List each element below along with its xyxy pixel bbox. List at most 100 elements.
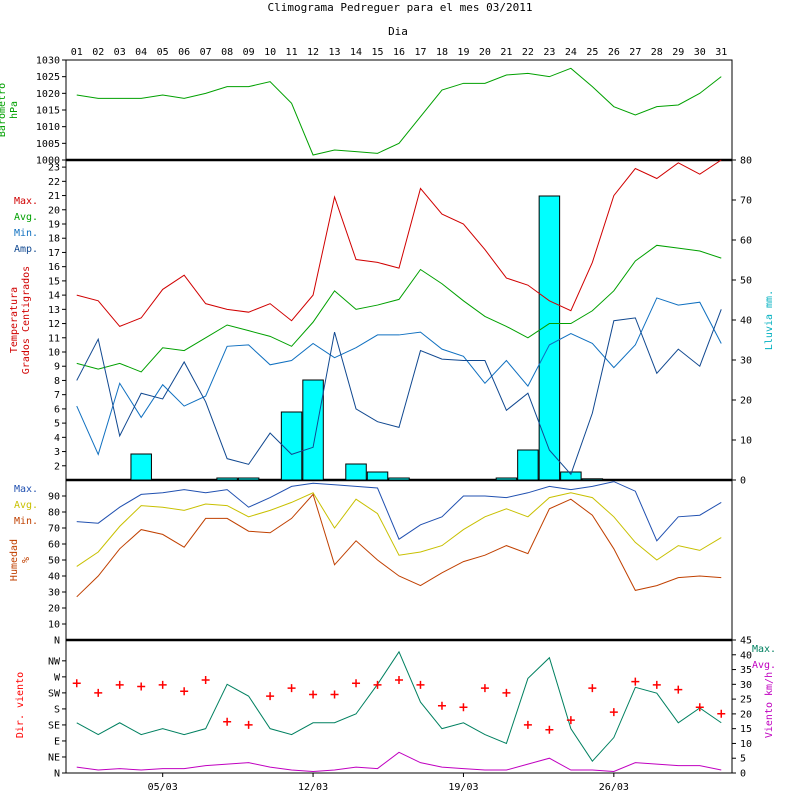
pressure-tick-label: 1005 (36, 139, 60, 150)
humidity-avg-line (76, 492, 722, 567)
day-label: 06 (178, 47, 190, 58)
wind-dir-marker (72, 679, 81, 688)
humidity-tick-label: 20 (48, 604, 60, 615)
day-label: 17 (414, 47, 426, 58)
day-label: 02 (92, 47, 104, 58)
rain-bar (388, 477, 410, 481)
day-label: 26 (608, 47, 620, 58)
day-label: 03 (114, 47, 126, 58)
wind-dir-marker (416, 680, 425, 689)
wind-dir-marker (266, 692, 275, 701)
temp-tick-label: 8 (54, 376, 60, 387)
wind-dir-tick-label: W (54, 672, 61, 683)
wind-dir-tick-label: N (54, 769, 60, 780)
temp-legend-entry: Amp. (14, 244, 38, 255)
wind-dir-tick-label: E (54, 736, 60, 747)
rain-bar (302, 379, 324, 481)
day-label: 04 (135, 47, 147, 58)
temp-tick-label: 11 (48, 333, 60, 344)
wind-dir-marker (137, 682, 146, 691)
temp-min-line (76, 297, 722, 456)
wind-dir-marker (631, 677, 640, 686)
wind-speed-axis-label: Viento km/h (764, 672, 775, 738)
rain-tick-label: 60 (740, 236, 752, 247)
temp-axis-label: Grados Centigrados (21, 266, 32, 374)
temp-legend-entry: Max. (14, 196, 38, 207)
humidity-min-line (76, 493, 722, 598)
wind-dir-tick-label: NW (48, 656, 61, 667)
day-label: 08 (221, 47, 233, 58)
rain-bar (345, 463, 367, 481)
pressure-tick-label: 1000 (36, 156, 60, 167)
wind-speed-tick-label: 10 (740, 739, 752, 750)
wind-dir-marker (609, 708, 618, 717)
temp-tick-label: 3 (54, 447, 60, 458)
humidity-tick-label: 30 (48, 588, 60, 599)
rain-tick-label: 70 (740, 196, 752, 207)
temp-tick-label: 15 (48, 276, 60, 287)
rain-bar (581, 478, 604, 481)
humidity-tick-label: 90 (48, 492, 60, 503)
wind-dir-marker (94, 688, 103, 697)
week-label: 19/03 (448, 782, 478, 793)
temp-tick-label: 23 (48, 163, 60, 174)
wind-speed-tick-label: 15 (740, 724, 752, 735)
day-label: 14 (350, 47, 362, 58)
day-label: 31 (715, 47, 727, 58)
temp-max-line (76, 159, 722, 327)
wind-speed-tick-label: 30 (740, 680, 752, 691)
week-label: 12/03 (298, 782, 328, 793)
wind-dir-marker (309, 690, 318, 699)
days-label: Dia (388, 25, 408, 38)
humidity-tick-label: 50 (48, 556, 60, 567)
wind-dir-marker (437, 701, 446, 710)
day-label: 10 (264, 47, 276, 58)
temp-amp-line (76, 309, 722, 476)
temp-tick-label: 14 (48, 291, 60, 302)
day-label: 12 (307, 47, 319, 58)
humidity-axis-label: Humedad (9, 539, 20, 581)
day-label: 29 (672, 47, 684, 58)
humidity-tick-label: 40 (48, 572, 60, 583)
wind-speed-tick-label: 40 (740, 650, 752, 661)
humidity-top-tick: N (54, 636, 60, 647)
temp-avg-line (76, 244, 722, 373)
wind-legend-entry: Max. (752, 644, 776, 655)
temp-legend-entry: Min. (14, 228, 38, 239)
chart-title: Climograma Pedreguer para el mes 03/2011 (268, 1, 533, 14)
pressure-line (76, 67, 722, 156)
temp-tick-label: 7 (54, 390, 60, 401)
temp-tick-label: 20 (48, 205, 60, 216)
pressure-tick-label: 1020 (36, 89, 60, 100)
temp-tick-label: 22 (48, 177, 60, 188)
day-label: 30 (694, 47, 706, 58)
temp-tick-label: 16 (48, 262, 60, 273)
pressure-axis-label: hPa (9, 101, 20, 119)
temp-tick-label: 21 (48, 191, 60, 202)
day-label: 07 (200, 47, 212, 58)
wind-avg-line (76, 751, 722, 773)
day-label: 01 (71, 47, 83, 58)
rain-bar (280, 411, 303, 481)
rain-axis-label: Lluvia mm. (764, 290, 775, 350)
wind-dir-marker (652, 680, 661, 689)
wind-dir-marker (223, 717, 232, 726)
humidity-tick-label: 70 (48, 524, 60, 535)
humidity-legend-entry: Min. (14, 516, 38, 527)
rain-bar (538, 195, 561, 481)
wind-dir-tick-label: NE (48, 752, 60, 763)
day-label: 27 (629, 47, 641, 58)
day-label: 18 (436, 47, 448, 58)
temp-legend-entry: Avg. (14, 212, 38, 223)
pressure-tick-label: 1010 (36, 122, 60, 133)
humidity-legend-entry: Avg. (14, 500, 38, 511)
week-label: 05/03 (148, 782, 178, 793)
rain-bar (517, 449, 539, 481)
day-label: 05 (157, 47, 169, 58)
week-label: 26/03 (599, 782, 629, 793)
wind-dir-marker (330, 690, 339, 699)
wind-dir-marker (545, 725, 554, 734)
day-label: 23 (543, 47, 555, 58)
wind-speed-tick-label: 25 (740, 695, 752, 706)
rain-tick-label: 30 (740, 356, 752, 367)
